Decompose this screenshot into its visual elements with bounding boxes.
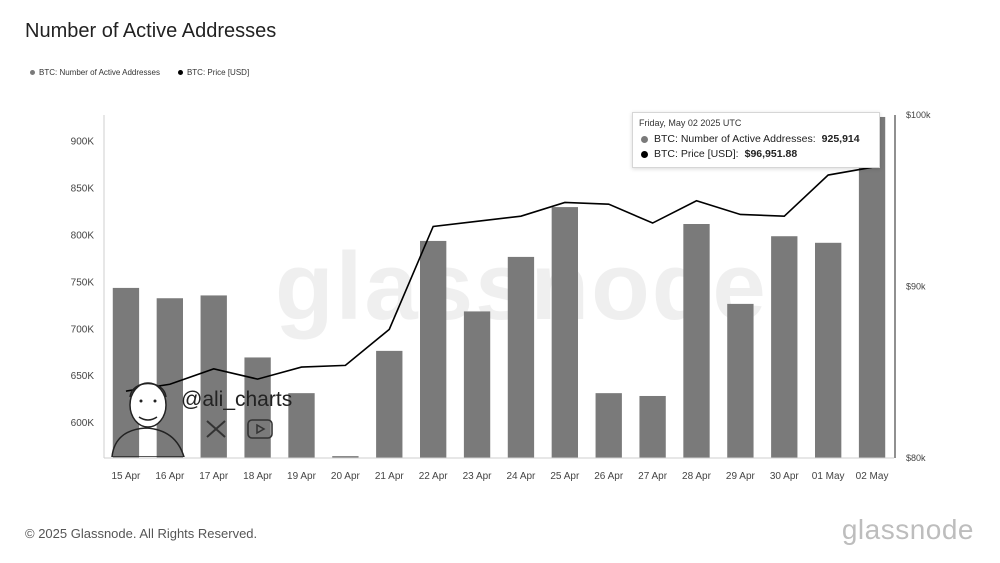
bar-27-apr[interactable] [639,395,666,458]
y-tick-label-left: 700K [71,324,95,335]
x-logo-icon[interactable] [205,419,227,439]
tooltip-addresses-label: BTC: Number of Active Addresses: [654,133,816,145]
axes-group: 900K 850K 800K 750K 700K 650K 600K $100k $90k $80… [71,110,931,482]
tooltip-dot-price [641,150,648,158]
price-point[interactable] [607,202,611,206]
y-tick-label-right: $100k [906,110,931,120]
copyright-text: © 2025 Glassnode. All Rights Reserved. [25,526,258,541]
x-tick-label: 02 May [856,471,889,482]
x-tick-label: 29 Apr [726,471,756,482]
x-tick-label: 20 Apr [331,471,361,482]
x-tick-label: 21 Apr [375,471,405,482]
bar-25-apr[interactable] [551,207,578,458]
price-point[interactable] [826,173,830,177]
price-point[interactable] [212,367,216,371]
price-point[interactable] [343,363,347,367]
bar-26-apr[interactable] [595,393,622,458]
y-tick-label-left: 600K [71,418,95,429]
x-tick-label: 26 Apr [594,471,624,482]
x-tick-label: 24 Apr [506,471,536,482]
tooltip-price-value: $96,951.88 [744,148,798,160]
y-tick-label-left: 750K [71,277,95,288]
x-tick-label: 16 Apr [155,471,185,482]
bar-19-apr[interactable] [288,393,315,458]
legend-item-addresses[interactable]: BTC: Number of Active Addresses [30,68,160,77]
tooltip-row-addresses: BTC: Number of Active Addresses: 925,914 [641,133,860,145]
tooltip-date: Friday, May 02 2025 UTC [639,118,742,128]
glassnode-logo[interactable]: glassnode [841,514,974,545]
price-point[interactable] [651,221,655,225]
bar-30-apr[interactable] [771,236,798,458]
legend-label-price: BTC: Price [USD] [186,68,250,77]
brand-handle: @ali_charts [181,388,293,411]
x-tick-label: 25 Apr [550,471,580,482]
price-point[interactable] [738,212,742,216]
price-point[interactable] [563,200,567,204]
y-tick-label-left: 650K [71,371,95,382]
bar-18-apr[interactable] [244,357,271,458]
y-tick-label-left: 800K [71,230,95,241]
bar-20-apr[interactable] [332,456,359,458]
price-point[interactable] [519,214,523,218]
legend-label-addresses: BTC: Number of Active Addresses [39,68,160,77]
x-tick-label: 19 Apr [287,471,317,482]
price-point[interactable] [387,327,391,331]
x-tick-label: 01 May [812,471,845,482]
price-line-group [125,166,873,392]
price-line[interactable] [125,166,873,392]
legend-dot-addresses [30,70,35,75]
avatar-illustration [111,382,185,457]
data-tooltip: Friday, May 02 2025 UTC BTC: Number of A… [632,112,880,168]
y-tick-label-left: 900K [71,136,95,147]
bar-29-apr[interactable] [727,303,754,458]
x-tick-label: 18 Apr [243,471,273,482]
price-point[interactable] [475,219,479,223]
bar-02-may[interactable] [858,116,886,458]
legend-item-price[interactable]: BTC: Price [USD] [177,68,250,77]
bar-21-apr[interactable] [376,350,403,458]
chart-legend: BTC: Number of Active Addresses BTC: Pri… [30,68,249,77]
legend-dot-price [177,70,183,75]
tooltip-addresses-value: 925,914 [821,133,860,145]
price-point[interactable] [695,199,699,203]
chart-title: Number of Active Addresses [25,20,277,42]
y-tick-label-right: $90k [906,282,926,292]
brand-icons [205,419,273,439]
price-point[interactable] [782,214,786,218]
price-point[interactable] [256,377,260,381]
bar-28-apr[interactable] [683,224,710,458]
bar-23-apr[interactable] [463,311,491,458]
bar-24-apr[interactable] [507,256,535,458]
y-tick-label-left: 850K [71,183,95,194]
x-tick-label: 23 Apr [463,471,493,482]
x-tick-label: 15 Apr [111,471,141,482]
x-tick-label: 17 Apr [199,471,229,482]
bar-22-apr[interactable] [420,240,447,458]
tooltip-row-price: BTC: Price [USD]: $96,951.88 [641,148,797,160]
tooltip-price-label: BTC: Price [USD]: [654,148,739,160]
tooltip-dot-addresses [641,135,648,143]
x-tick-label: 30 Apr [770,471,800,482]
x-tick-label: 22 Apr [419,471,449,482]
x-tick-label: 27 Apr [638,471,668,482]
y-tick-label-right: $80k [906,453,926,463]
price-point[interactable] [300,365,304,369]
youtube-icon[interactable] [247,419,273,439]
bar-01-may[interactable] [815,242,842,458]
price-point[interactable] [431,224,435,228]
x-tick-label: 28 Apr [682,471,712,482]
